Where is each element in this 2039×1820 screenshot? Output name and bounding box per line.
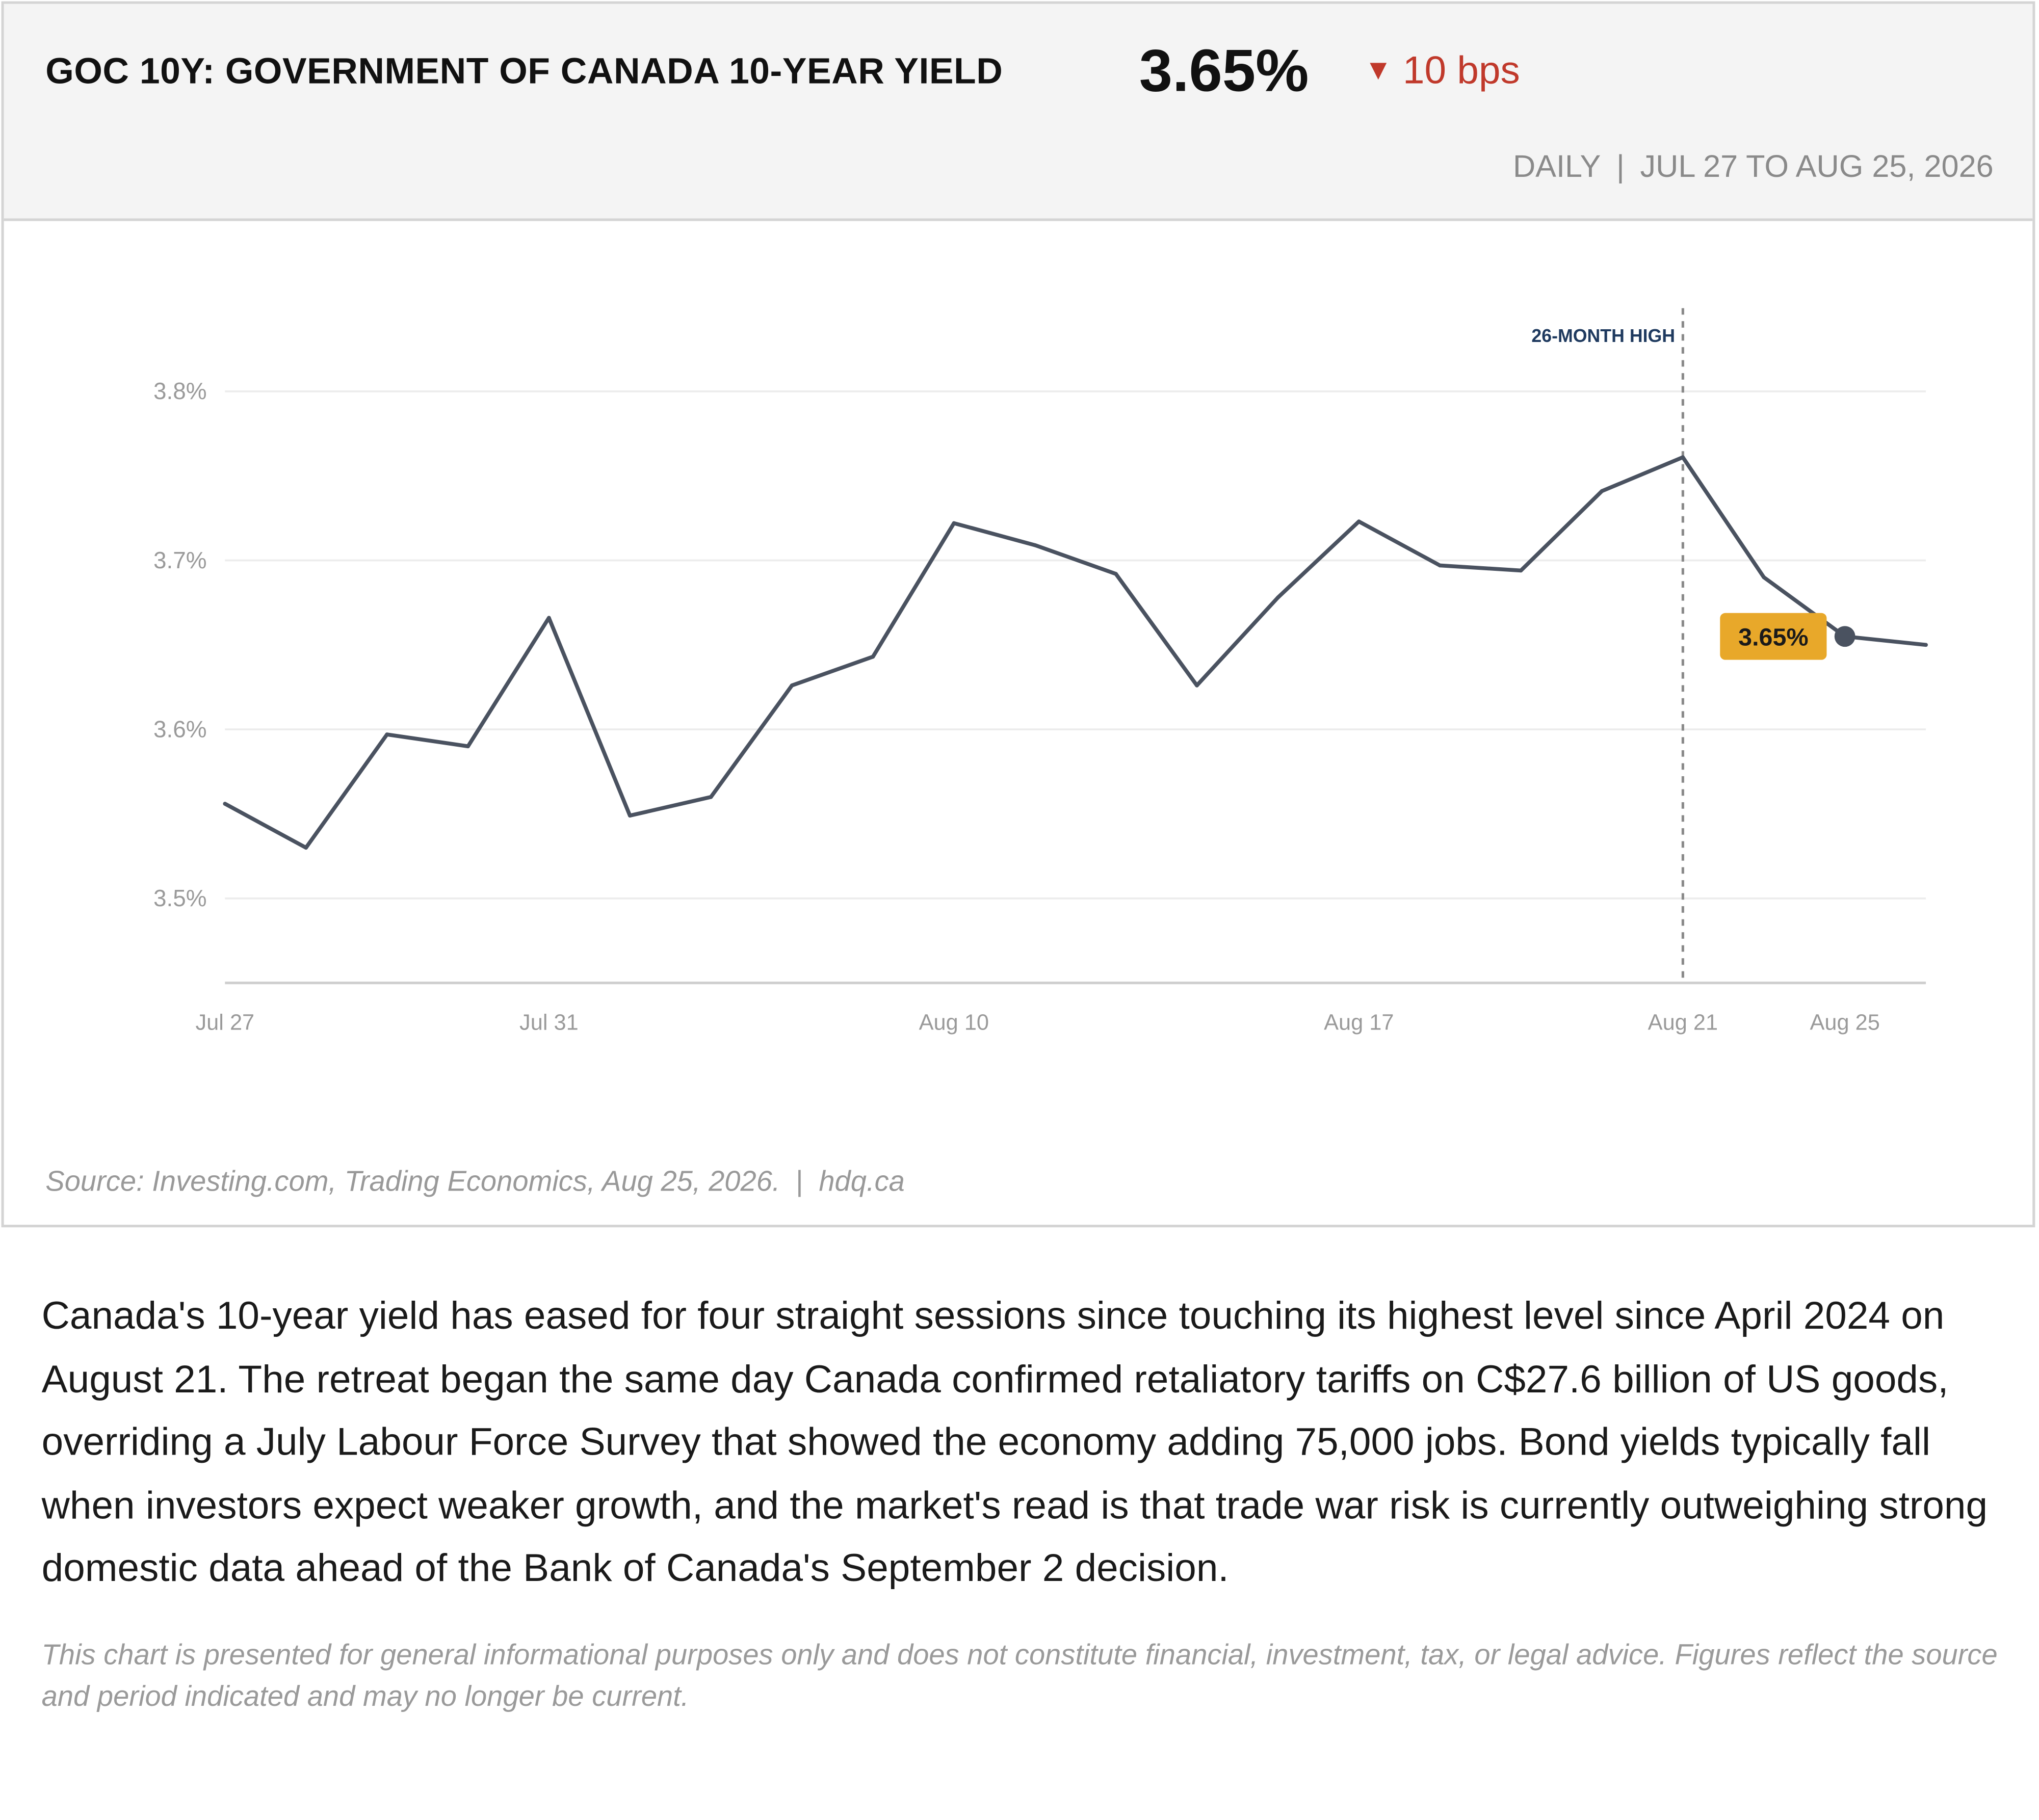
data-point (1924, 643, 1928, 647)
data-point (1600, 489, 1604, 493)
last-value-label: 3.65% (1738, 624, 1808, 651)
data-point (790, 683, 794, 688)
disclaimer-text: This chart is presented for general info… (41, 1638, 1998, 1712)
yield-line-chart: 3.5% 3.6% 3.7% 3.8% Jul 27 Jul 31 Aug 10 Aug 17… (153, 308, 1928, 1035)
y-tick-label: 3.5% (153, 885, 207, 911)
y-tick-label: 3.8% (153, 378, 207, 404)
current-yield-value: 3.65% (1139, 36, 1309, 104)
data-point (1033, 543, 1037, 547)
last-value-dot (1834, 626, 1855, 647)
data-point (223, 802, 227, 806)
change-bps: 10 bps (1402, 49, 1520, 93)
data-point (547, 616, 551, 620)
x-tick-label: Aug 10 (919, 1010, 989, 1035)
x-tick-label: Aug 17 (1324, 1010, 1394, 1035)
data-point (385, 732, 389, 736)
data-point (1519, 568, 1523, 573)
high-annotation-label: 26-MONTH HIGH (1531, 326, 1675, 346)
data-point (628, 813, 632, 818)
down-arrow-icon: ▼ (1364, 53, 1393, 86)
x-tick-label: Aug 21 (1648, 1010, 1718, 1035)
x-tick-label: Jul 27 (195, 1010, 254, 1035)
period-separator: | (1616, 149, 1625, 185)
period-label: DAILY | JUL 27 TO AUG 25, 2026 (1513, 149, 1994, 186)
chart-card: GOC 10Y: GOVERNMENT OF CANADA 10-YEAR YI… (1, 1, 2035, 1228)
data-point (1762, 575, 1766, 579)
commentary-paragraph: Canada's 10-year yield has eased for fou… (41, 1295, 1988, 1590)
data-point (871, 654, 875, 659)
x-tick-label: Jul 31 (519, 1010, 579, 1035)
data-point (466, 744, 470, 749)
data-point (304, 846, 308, 850)
yield-series-line (223, 455, 1928, 850)
source-site: hdq.ca (819, 1165, 905, 1198)
x-tick-label: Aug 25 (1810, 1010, 1879, 1035)
data-point (1195, 683, 1199, 688)
source-note: Source: Investing.com, Trading Economics… (45, 1165, 905, 1199)
chart-header: GOC 10Y: GOVERNMENT OF CANADA 10-YEAR YI… (4, 4, 2033, 221)
data-point (1356, 519, 1361, 524)
data-point (1437, 563, 1442, 568)
data-point (1681, 455, 1685, 460)
y-tick-label: 3.6% (153, 716, 207, 742)
source-text: Source: Investing.com, Trading Economics… (45, 1165, 780, 1198)
data-point (709, 795, 713, 799)
data-point (1114, 572, 1118, 576)
frequency-label: DAILY (1512, 149, 1601, 185)
date-range: JUL 27 TO AUG 25, 2026 (1640, 149, 1994, 185)
data-point (1276, 595, 1280, 600)
data-point (952, 521, 956, 525)
last-value-callout (1720, 613, 1827, 660)
yield-change: ▼ 10 bps (1364, 49, 1520, 94)
source-separator: | (796, 1165, 803, 1198)
chart-title: GOC 10Y: GOVERNMENT OF CANADA 10-YEAR YI… (45, 50, 1003, 91)
y-tick-label: 3.7% (153, 547, 207, 573)
